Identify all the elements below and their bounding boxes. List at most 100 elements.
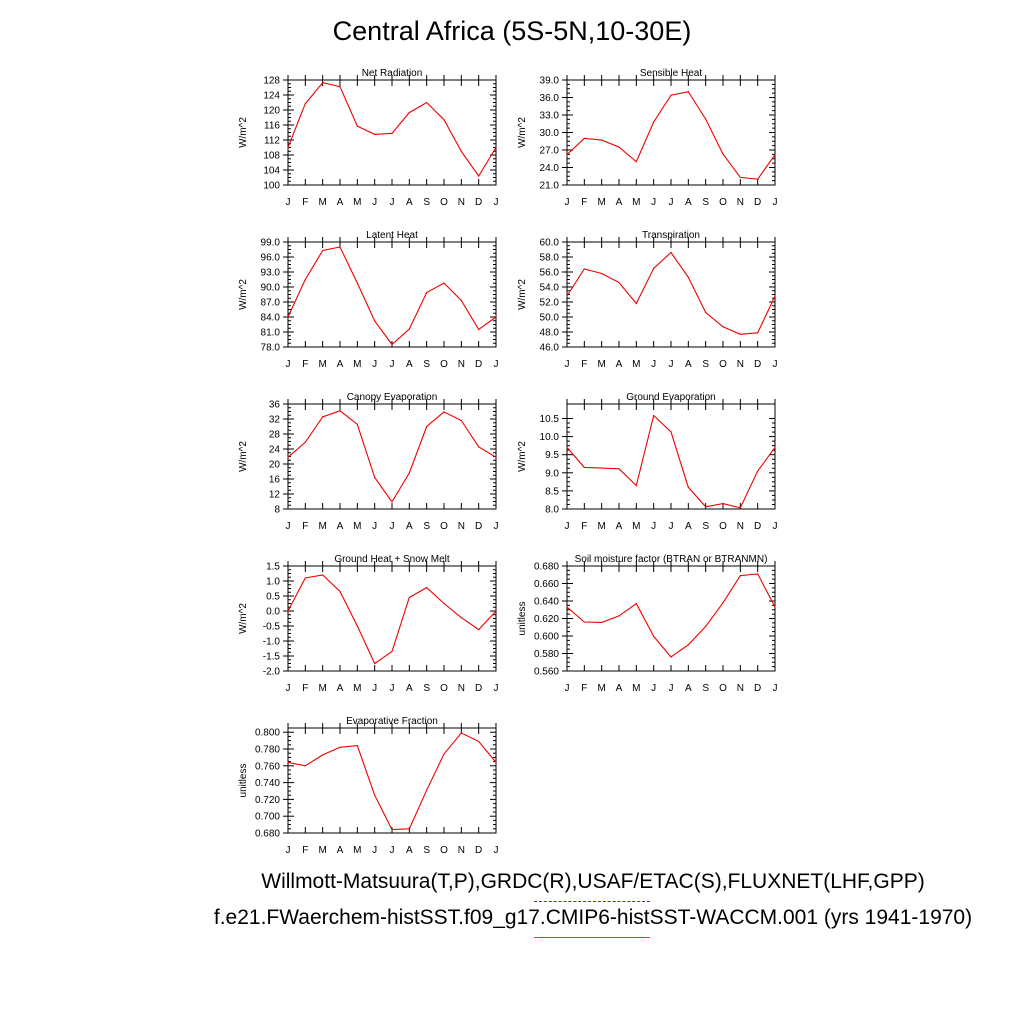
data-point <box>443 282 445 284</box>
data-point <box>339 246 341 248</box>
x-tick-label: D <box>754 521 761 532</box>
y-tick-label: 12 <box>269 490 281 501</box>
data-point <box>443 602 445 605</box>
data-point <box>339 746 341 748</box>
data-point <box>739 176 741 179</box>
y-tick-label: 0.780 <box>255 745 280 756</box>
x-tick-label: S <box>702 197 709 208</box>
x-tick-label: M <box>597 521 605 532</box>
data-point <box>618 615 620 617</box>
data-point <box>304 765 306 767</box>
x-tick-label: J <box>390 197 395 208</box>
data-point <box>601 467 603 469</box>
data-point <box>478 629 480 631</box>
page-title: Central Africa (5S-5N,10-30E) <box>332 16 692 46</box>
data-point <box>478 740 480 743</box>
y-tick-label: 21.0 <box>540 181 560 192</box>
data-point <box>566 154 568 156</box>
data-point <box>583 137 585 139</box>
x-tick-label: J <box>773 683 778 694</box>
x-tick-label: J <box>773 521 778 532</box>
x-tick-label: A <box>616 683 623 694</box>
data-point <box>478 446 480 448</box>
x-tick-label: M <box>353 521 361 532</box>
x-tick-label: S <box>423 683 430 694</box>
data-point <box>443 753 445 755</box>
y-tick-label: 39.0 <box>540 76 560 87</box>
x-tick-label: A <box>685 521 692 532</box>
data-point <box>583 466 585 468</box>
x-tick-label: A <box>616 359 623 370</box>
y-tick-label: 9.0 <box>545 468 559 479</box>
y-tick-label: 1.5 <box>266 562 280 573</box>
x-tick-label: F <box>581 359 587 370</box>
data-point <box>374 320 376 322</box>
y-tick-label: 0.800 <box>255 728 280 739</box>
x-tick-label: O <box>719 521 727 532</box>
x-tick-label: J <box>286 845 291 856</box>
y-tick-label: 50.0 <box>540 313 560 324</box>
data-point <box>443 411 445 413</box>
x-tick-label: A <box>616 521 623 532</box>
x-tick-label: J <box>773 197 778 208</box>
chart-title: Net Radiation <box>362 68 423 79</box>
data-point <box>495 146 497 149</box>
x-tick-label: J <box>651 683 656 694</box>
y-axis-label: unitless <box>238 764 249 798</box>
chart-title: Ground Evaporation <box>626 392 716 403</box>
x-tick-label: F <box>581 521 587 532</box>
x-tick-label: J <box>773 359 778 370</box>
chart-panel-1: Sensible Heat W/m^2 21.0 24.0 27.0 30.0 33.0 36… <box>517 68 778 208</box>
data-point <box>374 662 376 665</box>
plot-frame <box>566 241 776 348</box>
data-point <box>495 610 497 612</box>
data-point <box>339 590 341 593</box>
x-tick-label: D <box>475 197 482 208</box>
x-tick-label: J <box>565 359 570 370</box>
data-point <box>426 291 428 294</box>
y-tick-label: 27.0 <box>540 146 560 157</box>
x-tick-label: J <box>372 683 377 694</box>
y-tick-label: 0.680 <box>255 829 280 840</box>
data-point <box>653 121 655 123</box>
data-point <box>426 101 428 104</box>
data-point <box>722 326 724 328</box>
data-point <box>356 625 358 627</box>
x-tick-label: N <box>458 845 465 856</box>
x-tick-label: A <box>616 197 623 208</box>
x-tick-label: F <box>581 683 587 694</box>
plot-frame <box>287 727 497 834</box>
x-tick-label: F <box>302 359 308 370</box>
x-tick-label: S <box>702 521 709 532</box>
data-point <box>705 118 707 120</box>
y-tick-label: 84.0 <box>261 313 281 324</box>
y-tick-label: 36.0 <box>540 93 560 104</box>
y-tick-label: 78.0 <box>261 343 281 354</box>
x-tick-label: A <box>406 845 413 856</box>
series-line-0 <box>287 732 497 831</box>
y-tick-label: -2.0 <box>263 667 281 678</box>
data-point <box>757 332 759 334</box>
y-axis-label: W/m^2 <box>517 279 528 310</box>
x-tick-label: M <box>597 359 605 370</box>
data-point <box>322 574 324 576</box>
x-tick-label: O <box>440 521 448 532</box>
data-point <box>287 761 289 764</box>
x-tick-label: J <box>494 359 499 370</box>
y-tick-label: 9.5 <box>545 450 559 461</box>
x-tick-label: A <box>406 197 413 208</box>
data-point <box>287 456 289 458</box>
x-tick-label: N <box>458 197 465 208</box>
y-tick-label: 0.560 <box>534 667 559 678</box>
chart-title: Ground Heat + Snow Melt <box>334 554 450 565</box>
data-point <box>687 486 689 488</box>
y-tick-label: 116 <box>264 121 280 132</box>
data-point <box>705 506 707 508</box>
x-tick-label: N <box>737 683 744 694</box>
y-tick-label: 20 <box>269 460 281 471</box>
x-tick-label: D <box>475 521 482 532</box>
y-tick-label: 112 <box>264 136 280 147</box>
data-point <box>322 416 324 418</box>
data-point <box>670 94 672 96</box>
